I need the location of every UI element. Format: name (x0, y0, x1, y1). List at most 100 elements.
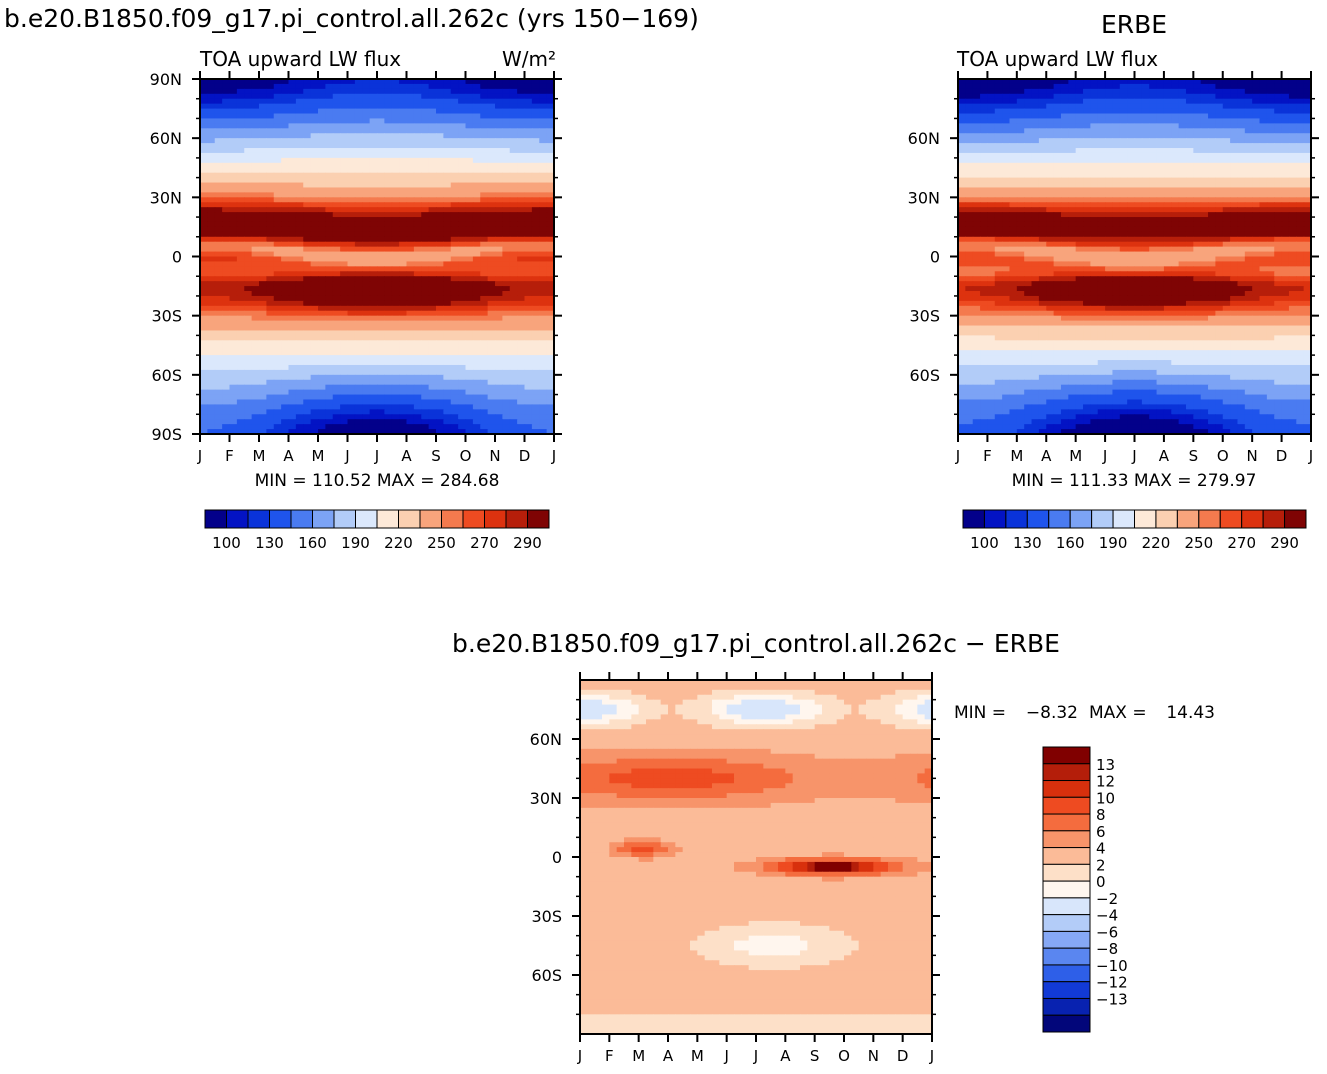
contour-cell (318, 108, 326, 115)
x-tick-label: A (283, 447, 294, 465)
contour-cell (487, 350, 496, 356)
contour-cell (332, 340, 341, 346)
contour-cell (354, 335, 363, 341)
contour-cell (1185, 177, 1194, 184)
contour-cell (200, 374, 208, 381)
contour-cell (480, 424, 489, 430)
contour-cell (214, 167, 223, 174)
contour-cell (1237, 182, 1246, 189)
contour-cell (1281, 192, 1290, 198)
contour-cell (303, 157, 312, 164)
contour-cell (436, 202, 444, 208)
contour-cell (458, 118, 467, 124)
contour-cell (980, 83, 989, 90)
contour-cell (251, 404, 260, 410)
contour-cell (295, 197, 304, 203)
contour-cell (384, 409, 393, 415)
contour-cell (281, 197, 290, 203)
contour-cell (229, 350, 238, 356)
contour-cell (987, 152, 996, 159)
contour-cell (1208, 207, 1216, 213)
contour-cell (266, 271, 275, 277)
contour-cell (207, 152, 216, 159)
contour-cell (222, 113, 231, 120)
contour-cell (236, 350, 245, 356)
contour-cell (458, 251, 467, 258)
contour-cell (281, 192, 290, 198)
contour-cell (377, 246, 385, 253)
contour-cell (362, 83, 371, 90)
contour-cell (1016, 103, 1025, 110)
contour-cell (222, 305, 231, 312)
contour-cell (207, 300, 216, 307)
contour-cell (502, 143, 511, 149)
contour-cell (1200, 123, 1209, 129)
contour-cell (413, 118, 422, 124)
contour-cell (502, 182, 511, 189)
contour-cell (406, 409, 415, 415)
contour-cell (1163, 148, 1172, 154)
contour-cell (465, 231, 474, 238)
contour-cell (377, 419, 385, 425)
contour-cell (362, 379, 371, 386)
contour-cell (1002, 108, 1011, 115)
contour-cell (531, 152, 540, 159)
contour-cell (229, 221, 238, 228)
contour-cell (377, 177, 385, 184)
contour-cell (436, 197, 444, 203)
contour-cell (413, 394, 422, 401)
contour-cell (413, 325, 422, 332)
contour-cell (377, 276, 385, 282)
contour-cell (517, 172, 526, 179)
contour-cell (236, 429, 245, 434)
contour-cell (465, 261, 474, 267)
contour-cell (458, 414, 467, 420)
contour-cell (200, 419, 208, 425)
contour-cell (1259, 88, 1268, 95)
contour-cell (1237, 172, 1246, 179)
contour-cell (1274, 128, 1283, 134)
contour-cell (958, 197, 966, 203)
contour-cell (229, 138, 238, 144)
contour-cell (1105, 128, 1114, 134)
contour-cell (295, 266, 304, 272)
contour-cell (281, 162, 290, 169)
contour-cell (406, 291, 415, 297)
contour-cell (436, 315, 444, 322)
contour-cell (980, 128, 989, 134)
contour-cell (1127, 98, 1136, 105)
contour-cell (266, 221, 275, 228)
contour-cell (1288, 212, 1297, 218)
contour-cell (458, 231, 467, 238)
x-tick-label: J (197, 447, 202, 465)
contour-cell (495, 202, 503, 208)
contour-cell (443, 281, 452, 287)
contour-cell (347, 419, 356, 425)
contour-cell (531, 335, 540, 341)
contour-cell (251, 172, 260, 179)
contour-cell (524, 389, 533, 396)
contour-cell (517, 152, 526, 159)
contour-cell (362, 143, 371, 149)
contour-cell (443, 256, 452, 263)
contour-cell (495, 197, 503, 203)
contour-cell (972, 197, 981, 203)
contour-cell (200, 266, 208, 272)
contour-cell (259, 271, 267, 277)
contour-cell (377, 93, 385, 100)
contour-cell (465, 379, 474, 386)
contour-cell (347, 325, 356, 332)
contour-cell (994, 128, 1003, 134)
contour-cell (1075, 148, 1084, 154)
contour-cell (531, 345, 540, 351)
contour-cell (236, 221, 245, 228)
contour-cell (214, 207, 223, 213)
contour-cell (1141, 162, 1150, 169)
contour-cell (472, 79, 481, 85)
contour-cell (987, 79, 996, 85)
contour-cell (487, 325, 496, 332)
contour-cell (487, 360, 496, 366)
contour-cell (266, 118, 275, 124)
contour-cell (428, 409, 437, 415)
contour-cell (244, 98, 253, 105)
